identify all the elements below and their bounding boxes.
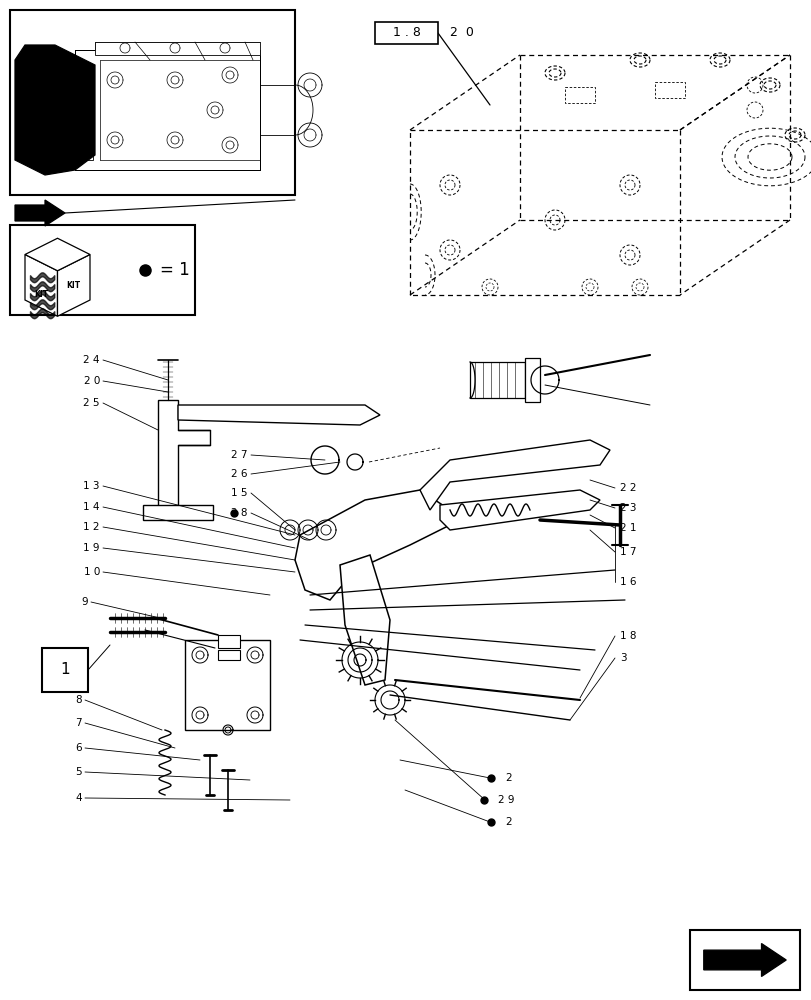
Text: 4: 4 — [75, 793, 82, 803]
Text: 1 5: 1 5 — [231, 488, 247, 498]
Text: 2  0: 2 0 — [449, 26, 474, 39]
Polygon shape — [217, 635, 240, 648]
Polygon shape — [158, 400, 210, 510]
Text: KIT: KIT — [34, 290, 48, 299]
Text: 7: 7 — [75, 718, 82, 728]
Text: 6: 6 — [75, 743, 82, 753]
Text: 2 4: 2 4 — [84, 355, 100, 365]
Polygon shape — [654, 82, 684, 98]
Text: 1: 1 — [60, 662, 70, 678]
Bar — [185, 640, 270, 730]
Bar — [689, 930, 799, 990]
Text: 2: 2 — [504, 817, 511, 827]
Text: 2 9: 2 9 — [497, 795, 514, 805]
Text: 3: 3 — [620, 653, 626, 663]
Polygon shape — [470, 362, 525, 398]
Polygon shape — [340, 555, 389, 685]
Text: 2 8: 2 8 — [231, 508, 247, 518]
Text: 1 3: 1 3 — [84, 481, 100, 491]
Text: 1 7: 1 7 — [620, 547, 636, 557]
Polygon shape — [143, 505, 212, 520]
Polygon shape — [703, 944, 785, 976]
Text: 1 0: 1 0 — [84, 567, 100, 577]
Text: 2 2: 2 2 — [620, 483, 636, 493]
Polygon shape — [75, 50, 260, 170]
Polygon shape — [15, 200, 65, 226]
Bar — [42, 648, 88, 692]
Polygon shape — [564, 87, 594, 103]
Bar — [10, 225, 195, 315]
Text: = 1: = 1 — [160, 261, 190, 279]
Text: 2 1: 2 1 — [620, 523, 636, 533]
Polygon shape — [15, 45, 95, 175]
Polygon shape — [217, 650, 240, 660]
Polygon shape — [95, 42, 260, 55]
Text: 2 7: 2 7 — [231, 450, 247, 460]
Text: 2 6: 2 6 — [231, 469, 247, 479]
Text: 2 3: 2 3 — [620, 503, 636, 513]
Text: 5: 5 — [75, 767, 82, 777]
Polygon shape — [294, 490, 449, 600]
Text: 2: 2 — [504, 773, 511, 783]
Polygon shape — [75, 70, 93, 160]
Polygon shape — [525, 358, 539, 402]
Bar — [10, 10, 294, 195]
Text: 1 4: 1 4 — [84, 502, 100, 512]
Text: KIT: KIT — [67, 281, 81, 290]
Text: 2 0: 2 0 — [84, 376, 100, 386]
Polygon shape — [25, 238, 90, 271]
Text: 9: 9 — [81, 597, 88, 607]
Text: 1 . 8: 1 . 8 — [392, 26, 420, 39]
Text: 1 6: 1 6 — [620, 577, 636, 587]
Polygon shape — [178, 405, 380, 425]
Polygon shape — [58, 254, 90, 316]
Polygon shape — [419, 440, 609, 510]
Text: 1 2: 1 2 — [84, 522, 100, 532]
Polygon shape — [25, 254, 58, 316]
Text: 8: 8 — [75, 695, 82, 705]
Text: 1 8: 1 8 — [620, 631, 636, 641]
Text: 1 9: 1 9 — [84, 543, 100, 553]
Bar — [375, 22, 437, 44]
Polygon shape — [440, 490, 599, 530]
Text: 2 5: 2 5 — [84, 398, 100, 408]
